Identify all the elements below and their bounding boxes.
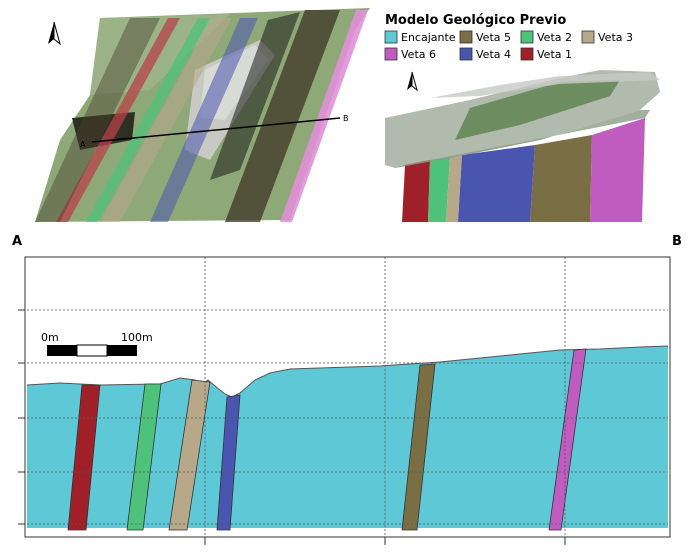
legend-title: Modelo Geológico Previo <box>385 13 566 28</box>
scale-bar-end: 100m <box>121 331 153 344</box>
plan-veta-3 <box>100 18 232 222</box>
block-veta-5 <box>530 135 592 222</box>
model-surface-top <box>430 72 660 98</box>
legend-label-veta-1: Veta 1 <box>537 48 572 61</box>
section-label-a: A <box>12 234 22 249</box>
legend-swatch-veta-6 <box>384 47 398 61</box>
section-line <box>91 117 341 143</box>
plan-veta-1 <box>56 18 180 222</box>
plan-veta-5b <box>35 18 160 222</box>
legend: Modelo Geológico Previo Encajante Veta 5 V… <box>384 13 633 61</box>
plan-veta-6 <box>280 10 368 222</box>
legend-swatch-veta-3 <box>581 30 595 44</box>
section-veta-6 <box>548 348 587 531</box>
block-veta-1 <box>402 160 430 222</box>
section-frame <box>24 256 671 538</box>
legend-label-veta-4: Veta 4 <box>476 48 511 61</box>
block-veta-2 <box>428 157 450 222</box>
map-label-b: B <box>343 114 349 123</box>
section-label-b: B <box>672 234 682 249</box>
legend-swatch-encajante <box>384 30 398 44</box>
section-veta-4 <box>216 394 241 531</box>
section-surface-line <box>26 345 669 398</box>
plan-black-band <box>210 12 300 180</box>
scale-bar: 0m 100m <box>41 331 153 357</box>
plan-view-map: A B <box>35 8 370 222</box>
scale-bar-start: 0m <box>41 331 59 344</box>
legend-label-veta-3: Veta 3 <box>598 31 633 44</box>
legend-label-encajante: Encajante <box>401 31 456 44</box>
map-label-a: A <box>80 140 86 149</box>
legend-label-veta-6: Veta 6 <box>401 48 436 61</box>
section-veta-2 <box>126 383 162 531</box>
section-veta-1 <box>67 384 101 531</box>
block-model-3d <box>385 70 660 222</box>
plan-veta-2 <box>86 18 210 222</box>
legend-swatch-veta-2 <box>520 30 534 44</box>
north-arrow-icon <box>48 21 61 46</box>
section-ticks <box>18 309 566 545</box>
section-veta-5 <box>401 363 436 531</box>
block-veta-4 <box>458 145 535 222</box>
section-grid <box>27 257 668 537</box>
plan-veta-5 <box>225 10 340 222</box>
block-veta-3 <box>446 155 462 222</box>
legend-swatch-veta-5 <box>459 30 473 44</box>
legend-swatch-veta-4 <box>459 47 473 61</box>
model-surface-veg <box>455 80 620 140</box>
legend-label-veta-5: Veta 5 <box>476 31 511 44</box>
section-veta-3 <box>168 379 211 531</box>
plan-veta-4 <box>150 18 258 222</box>
block-veta-6 <box>590 118 645 222</box>
cross-section: 0m 100m <box>18 256 671 545</box>
block-top-edge <box>395 110 650 168</box>
legend-label-veta-2: Veta 2 <box>537 31 572 44</box>
legend-swatch-veta-1 <box>520 47 534 61</box>
north-arrow-icon <box>407 71 418 92</box>
